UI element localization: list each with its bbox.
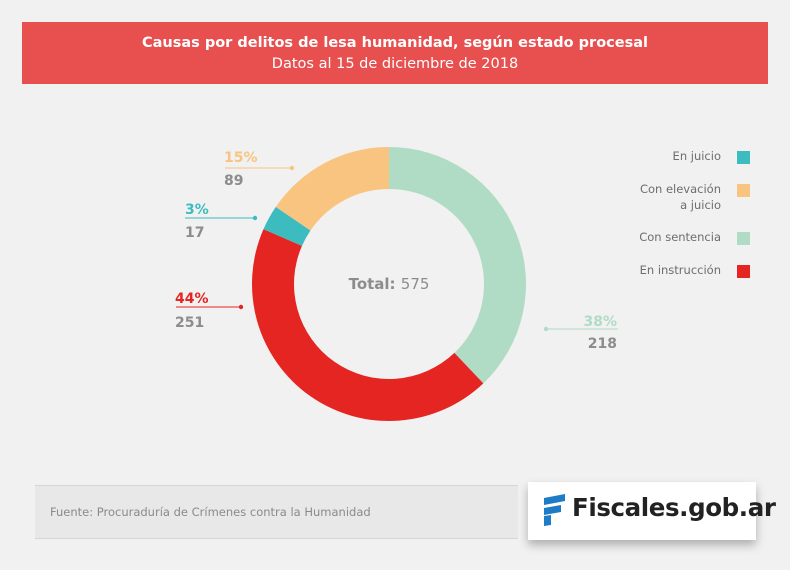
donut-slice-2 (263, 206, 311, 246)
percent-label-2: 3% (185, 202, 209, 218)
percent-label-0: 38% (583, 314, 617, 330)
legend-label-2: Con sentencia (639, 230, 721, 244)
value-label-2: 17 (185, 225, 204, 241)
value-label-0: 218 (588, 336, 617, 352)
value-label-3: 89 (224, 173, 243, 189)
donut-slice-0 (389, 147, 526, 384)
legend-label-1: Con elevación a juicio (640, 182, 721, 212)
legend-swatch-3 (737, 265, 750, 278)
legend-label-3: En instrucción (640, 263, 721, 277)
percent-label-3: 15% (224, 150, 258, 166)
callout-dot-1 (238, 304, 244, 310)
percent-label-1: 44% (175, 291, 209, 307)
source-box: Fuente: Procuraduría de Crímenes contra … (35, 485, 518, 539)
callout-dot-0 (543, 326, 549, 332)
title-banner: Causas por delitos de lesa humanidad, se… (22, 22, 768, 84)
fiscales-flag-icon (544, 494, 565, 526)
legend-swatch-0 (737, 151, 750, 164)
legend-label-0: En juicio (673, 149, 721, 163)
donut-slice-1 (252, 229, 484, 422)
legend-swatch-2 (737, 232, 750, 245)
legend-swatch-1 (737, 184, 750, 197)
source-text: Fuente: Procuraduría de Crímenes contra … (50, 505, 371, 519)
logo-card[interactable]: Fiscales.gob.ar (528, 482, 776, 540)
donut-slice-3 (275, 147, 389, 231)
total-label: Total: 575 (349, 275, 430, 293)
chart-title: Causas por delitos de lesa humanidad, se… (142, 35, 648, 51)
callout-dot-3 (289, 165, 295, 171)
callout-dot-2 (252, 215, 258, 221)
logo-text: Fiscales.gob.ar (572, 493, 776, 522)
value-label-1: 251 (175, 315, 204, 331)
donut-chart: Total: 575 38% 218 44% 251 3% 17 15% 89 En juicio… (175, 147, 750, 422)
chart-subtitle: Datos al 15 de diciembre de 2018 (271, 56, 519, 72)
